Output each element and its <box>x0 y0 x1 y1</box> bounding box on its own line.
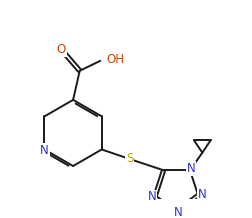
Text: S: S <box>126 152 133 165</box>
Text: N: N <box>40 144 49 157</box>
Text: O: O <box>57 43 66 56</box>
Text: N: N <box>198 188 206 201</box>
Text: N: N <box>148 190 156 203</box>
Text: N: N <box>174 206 182 218</box>
Text: N: N <box>187 162 196 175</box>
Text: OH: OH <box>106 53 124 66</box>
